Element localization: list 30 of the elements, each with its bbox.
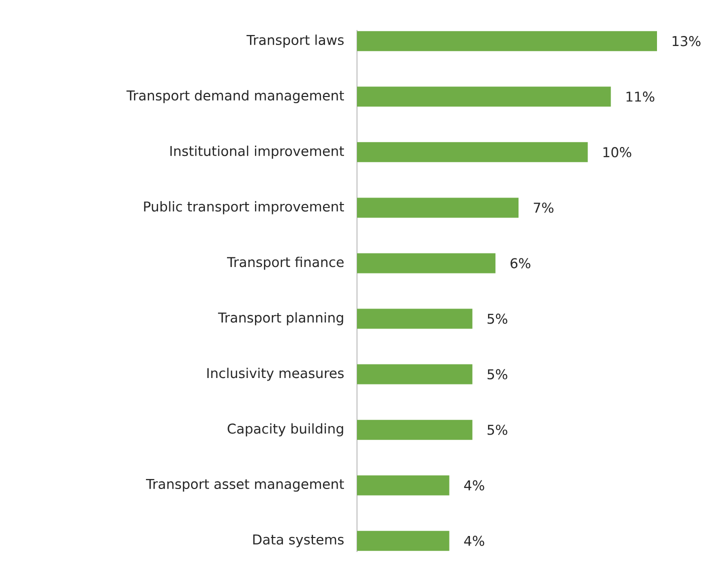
data-label: 4%: [464, 536, 484, 546]
bar: [357, 475, 450, 496]
data-label: 5%: [488, 314, 508, 324]
data-label: 5%: [488, 369, 508, 380]
bar: [357, 530, 450, 551]
data-label: 5%: [488, 424, 508, 435]
y-tick-label: Transport asset management: [146, 479, 344, 492]
bar: [357, 308, 472, 329]
data-label: 4%: [464, 480, 484, 490]
y-tick-label: Capacity building: [228, 423, 344, 436]
data-label: 11%: [626, 92, 654, 102]
y-tick-label: Public transport improvement: [144, 201, 344, 214]
bar: [357, 198, 519, 218]
y-tick-label: Institutional improvement: [170, 146, 344, 159]
bar: [357, 142, 588, 162]
data-label: 6%: [510, 258, 530, 268]
bar: [357, 420, 472, 440]
y-tick-label: Transport demand management: [126, 90, 344, 104]
y-tick-label: Data systems: [253, 534, 344, 548]
bar: [357, 31, 657, 52]
bar: [357, 253, 496, 274]
y-tick-label: Transport planning: [218, 312, 344, 326]
y-tick-label: Transport finance: [226, 256, 344, 270]
bar: [357, 86, 611, 107]
data-label: 10%: [603, 147, 632, 158]
data-label: 7%: [534, 202, 554, 213]
y-tick-label: Transport laws: [246, 34, 344, 48]
data-label: 13%: [672, 36, 700, 46]
y-tick-label: Inclusivity measures: [207, 368, 344, 381]
bar: [357, 364, 472, 384]
